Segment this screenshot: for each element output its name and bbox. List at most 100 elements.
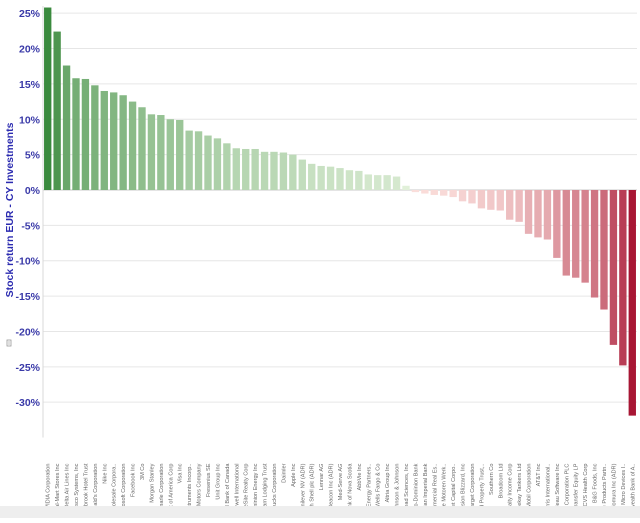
x-tick-label: Bank of Nova Scotia xyxy=(347,463,353,515)
x-tick-label: CVS Health Corp xyxy=(583,464,589,507)
bar[interactable] xyxy=(524,190,533,234)
bar[interactable] xyxy=(487,190,495,210)
x-tick-label: Philip Morris International.. xyxy=(545,463,551,518)
bar[interactable] xyxy=(326,166,335,190)
bar[interactable] xyxy=(213,138,222,190)
y-tick-label: -5% xyxy=(21,220,40,232)
x-tick-label: Visa Inc xyxy=(178,463,184,483)
bar[interactable] xyxy=(543,190,552,240)
bar[interactable] xyxy=(251,148,259,190)
x-tick-label: Wal-Mart Stores Inc xyxy=(55,463,61,512)
y-tick-label: 20% xyxy=(19,44,41,56)
bar[interactable] xyxy=(515,190,523,222)
bar[interactable] xyxy=(562,190,570,276)
bar[interactable] xyxy=(581,190,589,283)
x-tick-label: Gilead Sciences, Inc xyxy=(404,463,410,514)
bar[interactable] xyxy=(383,175,391,190)
bar[interactable] xyxy=(166,119,174,190)
bar[interactable] xyxy=(364,174,372,190)
bar[interactable] xyxy=(440,190,448,196)
bar[interactable] xyxy=(270,151,278,190)
bar[interactable] xyxy=(345,170,354,190)
bar[interactable] xyxy=(628,190,636,416)
bar[interactable] xyxy=(128,101,137,190)
bar[interactable] xyxy=(242,148,250,190)
bar[interactable] xyxy=(100,90,108,190)
bar[interactable] xyxy=(374,175,382,190)
x-tick-label: Nomura Inc (ADR) xyxy=(611,463,617,509)
bar[interactable] xyxy=(355,170,363,190)
bar[interactable] xyxy=(308,163,316,190)
x-tick-label: Facebook Inc xyxy=(131,463,137,497)
bar[interactable] xyxy=(204,135,212,190)
scrollbar-track[interactable] xyxy=(0,506,640,518)
bar[interactable] xyxy=(506,190,514,220)
x-tick-label: Canadian Imperial Bank xyxy=(423,463,429,518)
bar[interactable] xyxy=(553,190,561,258)
bar[interactable] xyxy=(449,190,457,198)
x-tick-label: Teekay Tankers Ltd xyxy=(517,464,523,512)
bar[interactable] xyxy=(609,190,618,345)
bar[interactable] xyxy=(289,154,297,190)
bar[interactable] xyxy=(392,176,401,190)
x-tick-label: Med-Serve AG xyxy=(338,464,344,501)
bar[interactable] xyxy=(477,190,486,209)
x-tick-label: Nike Inc xyxy=(102,463,108,483)
bar[interactable] xyxy=(411,190,420,193)
bar[interactable] xyxy=(298,159,306,190)
bar[interactable] xyxy=(590,190,599,298)
bar[interactable] xyxy=(44,7,52,190)
x-tick-label: Atlassian Corporation PLC xyxy=(564,464,570,518)
bar[interactable] xyxy=(572,190,580,278)
bar[interactable] xyxy=(53,31,61,190)
x-tick-label: Apollo Commercial Real Es.. xyxy=(432,463,438,518)
bar[interactable] xyxy=(468,190,476,204)
x-tick-label: Honeywell International xyxy=(234,464,240,518)
x-tick-label: Exxon Mobil Corporation xyxy=(527,464,533,518)
bar[interactable] xyxy=(534,190,542,238)
x-tick-label: Commonwealth Bank of A.. xyxy=(630,463,636,518)
x-tick-label: Chatham Lodging Trust xyxy=(263,463,269,518)
bar[interactable] xyxy=(194,131,203,190)
x-tick-label: Starbucks Corporation xyxy=(272,464,278,518)
bar[interactable] xyxy=(72,78,80,190)
bar[interactable] xyxy=(110,92,118,190)
x-tick-label: CoreSite Realty Corp xyxy=(244,464,250,517)
bar[interactable] xyxy=(402,185,410,190)
bar[interactable] xyxy=(496,190,504,211)
bar[interactable] xyxy=(185,130,193,190)
bar[interactable] xyxy=(260,151,269,190)
bar[interactable] xyxy=(619,190,627,366)
bar[interactable] xyxy=(430,190,438,195)
bar[interactable] xyxy=(421,190,429,194)
bar[interactable] xyxy=(81,78,90,190)
x-tick-label: Enterprise Products Partn.. xyxy=(602,463,608,518)
bar[interactable] xyxy=(138,107,146,190)
bar[interactable] xyxy=(176,119,184,190)
bar[interactable] xyxy=(62,65,71,190)
axis-menu-icon[interactable] xyxy=(6,339,12,347)
y-tick-label: 0% xyxy=(25,185,41,197)
x-tick-label: Toronto-Dominion Bank xyxy=(413,463,419,518)
bar[interactable] xyxy=(147,114,156,190)
x-tick-label: Apple Inc xyxy=(291,463,297,487)
bar[interactable] xyxy=(458,190,467,202)
bar[interactable] xyxy=(336,168,344,190)
bar[interactable] xyxy=(317,165,325,190)
y-tick-label: -30% xyxy=(15,397,40,409)
bar[interactable] xyxy=(600,190,608,310)
bar[interactable] xyxy=(157,115,165,190)
x-tick-label: Morgan Stanley xyxy=(149,463,155,502)
x-tick-label: Energy Transfer Equity LP xyxy=(574,463,580,518)
bar[interactable] xyxy=(223,143,231,190)
bar[interactable] xyxy=(232,148,240,190)
x-tick-label: Advanced Micro Devices I.. xyxy=(621,463,627,518)
bar[interactable] xyxy=(91,85,99,190)
x-tick-label: Fresenius SE xyxy=(206,463,212,497)
bar[interactable] xyxy=(119,95,127,190)
x-tick-label: Microsoft Corporation xyxy=(121,464,127,517)
x-tick-label: Royal Dutch Shell plc (ADR) xyxy=(310,463,316,518)
bar[interactable] xyxy=(279,152,288,190)
